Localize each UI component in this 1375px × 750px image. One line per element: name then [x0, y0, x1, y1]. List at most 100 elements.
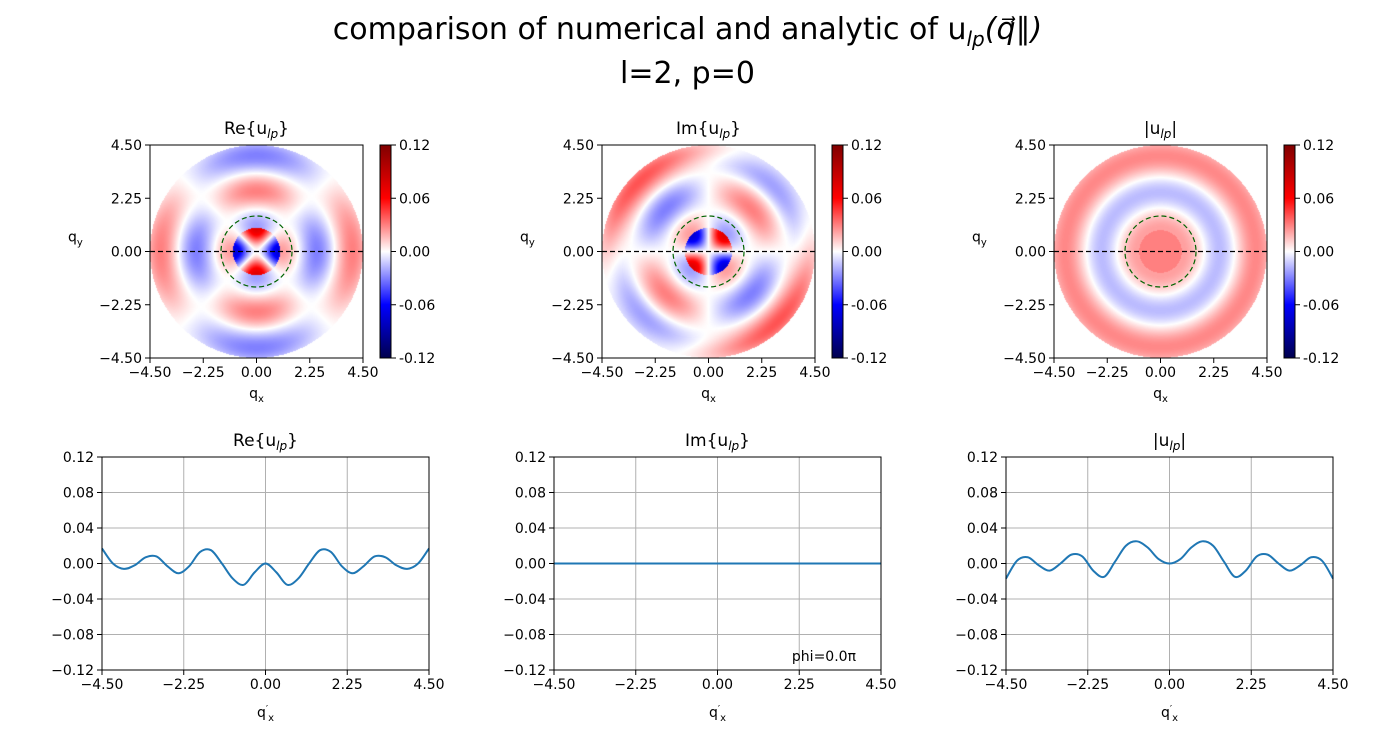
colorbar — [379, 144, 392, 359]
heatmap-panel-1: −4.50−4.50 −2.25 −2.25 0.00 0.00 2.25 2.25 4.50… — [68, 119, 435, 405]
y-tick-label: −0.04 — [955, 592, 998, 608]
colorbar-tick-label: 0.06 — [851, 191, 882, 207]
colorbar-tick-label: -0.06 — [399, 298, 435, 314]
x-tick-label: −2.25 — [1086, 365, 1129, 381]
x-tick-label: 0.00 — [702, 677, 733, 693]
x-tick-label: −4.50 — [1033, 365, 1076, 381]
y-tick-label: 0.12 — [63, 450, 94, 466]
x-axis-label: qx — [249, 386, 264, 405]
y-tick-label: −0.08 — [955, 628, 998, 644]
line-panel-2: −4.50 −2.25 0.00 2.25 4.50 −0.12 −0.08 −0.04 0.0… — [503, 431, 896, 724]
y-tick-label: 0.08 — [63, 486, 94, 502]
y-axis-label: qy — [520, 230, 535, 249]
y-tick-label: 0.04 — [967, 521, 998, 537]
x-tick-label: −4.50 — [129, 365, 172, 381]
colorbar — [1283, 144, 1296, 359]
colorbar-tick-label: -0.12 — [1303, 351, 1339, 367]
colorbar-tick-label: -0.12 — [851, 351, 887, 367]
x-tick-label: 0.00 — [693, 365, 724, 381]
y-tick-label: −2.25 — [1003, 298, 1046, 314]
heatmap-panel-3: −4.50−4.50 −2.25 −2.25 0.00 0.00 2.25 2.25 4.50… — [972, 119, 1339, 405]
x-tick-label: 4.50 — [865, 677, 896, 693]
figure-title-text: comparison of numerical and analytic of … — [332, 12, 967, 47]
dashed-circle — [672, 215, 745, 288]
y-axis-label: qy — [972, 230, 987, 249]
y-tick-label: 2.25 — [1015, 191, 1046, 207]
line-panel-3: −4.50 −2.25 0.00 2.25 4.50 −0.12 −0.08 −0.04 0.0… — [955, 431, 1348, 724]
phi-annotation: phi=0.0π — [792, 649, 857, 665]
line-title: Re{ulp} — [233, 431, 298, 453]
y-tick-label: −0.08 — [51, 628, 94, 644]
y-tick-label: 0.12 — [515, 450, 546, 466]
x-tick-label: 2.25 — [746, 365, 777, 381]
colorbar-tick-label: 0.06 — [1303, 191, 1334, 207]
y-tick-label: 2.25 — [563, 191, 594, 207]
x-tick-label: −2.25 — [162, 677, 205, 693]
colorbar-tick-label: 0.12 — [851, 138, 882, 154]
y-tick-label: −0.04 — [503, 592, 546, 608]
heatmap-title: |ulp| — [1144, 119, 1177, 141]
heatmap-title: Re{ulp} — [224, 119, 289, 141]
x-tick-label: 2.25 — [294, 365, 325, 381]
y-tick-label: −4.50 — [1003, 351, 1046, 367]
y-tick-label: 0.04 — [63, 521, 94, 537]
x-tick-label: 2.25 — [332, 677, 363, 693]
series-line — [101, 547, 430, 586]
line-title: Im{ulp} — [685, 431, 750, 453]
x-tick-label: −2.25 — [182, 365, 225, 381]
x-tick-label: 0.00 — [1145, 365, 1176, 381]
x-tick-label: 4.50 — [1317, 677, 1348, 693]
y-tick-label: 0.00 — [563, 245, 594, 261]
y-tick-label: −0.08 — [503, 628, 546, 644]
x-axis-label: q′x — [709, 704, 726, 724]
colorbar-tick-label: 0.00 — [851, 245, 882, 261]
heatmap-title: Im{ulp} — [676, 119, 741, 141]
y-tick-label: 0.00 — [1015, 245, 1046, 261]
colorbar-tick-label: -0.06 — [1303, 298, 1339, 314]
x-axis-label: qx — [701, 386, 716, 405]
figure-title-sub: lp — [966, 27, 985, 51]
heatmap-panel-2: −4.50−4.50 −2.25 −2.25 0.00 0.00 2.25 2.25 4.50… — [520, 119, 887, 405]
colorbar-tick-label: 0.12 — [399, 138, 430, 154]
line-title: |ulp| — [1153, 431, 1186, 453]
y-tick-label: −4.50 — [99, 351, 142, 367]
y-tick-label: 0.08 — [967, 486, 998, 502]
x-tick-label: −4.50 — [533, 677, 576, 693]
y-tick-label: 0.00 — [515, 557, 546, 573]
x-tick-label: 2.25 — [784, 677, 815, 693]
x-tick-label: 0.00 — [1154, 677, 1185, 693]
line-panel-1: −4.50 −2.25 0.00 2.25 4.50 −0.12 −0.08 −0.04 0.0… — [51, 431, 444, 724]
x-tick-label: −2.25 — [1066, 677, 1109, 693]
y-tick-label: −0.04 — [51, 592, 94, 608]
y-tick-label: −2.25 — [99, 298, 142, 314]
y-tick-label: −0.12 — [955, 663, 998, 679]
x-tick-label: 4.50 — [1251, 365, 1282, 381]
y-tick-label: 0.08 — [515, 486, 546, 502]
colorbar — [831, 144, 844, 359]
y-tick-label: −4.50 — [551, 351, 594, 367]
x-axis-label: q′x — [257, 704, 274, 724]
y-tick-label: −2.25 — [551, 298, 594, 314]
y-axis-label: qy — [68, 230, 83, 249]
x-tick-label: 4.50 — [413, 677, 444, 693]
figure-title-line1: comparison of numerical and analytic of … — [0, 12, 1375, 51]
y-tick-label: 4.50 — [111, 138, 142, 154]
x-tick-label: −4.50 — [81, 677, 124, 693]
colorbar-tick-label: -0.06 — [851, 298, 887, 314]
x-tick-label: 4.50 — [347, 365, 378, 381]
y-tick-label: 2.25 — [111, 191, 142, 207]
x-tick-label: 0.00 — [241, 365, 272, 381]
x-axis-label: qx — [1153, 386, 1168, 405]
y-tick-label: 0.12 — [967, 450, 998, 466]
dashed-circle — [220, 215, 293, 288]
colorbar-tick-label: 0.06 — [399, 191, 430, 207]
colorbar-tick-label: -0.12 — [399, 351, 435, 367]
y-tick-label: 0.04 — [515, 521, 546, 537]
colorbar-tick-label: 0.00 — [399, 245, 430, 261]
x-tick-label: 2.25 — [1198, 365, 1229, 381]
x-tick-label: −4.50 — [581, 365, 624, 381]
x-tick-label: −2.25 — [634, 365, 677, 381]
x-tick-label: 0.00 — [250, 677, 281, 693]
figure-title-vec: (q⃗∥) — [984, 12, 1043, 47]
x-tick-label: −4.50 — [985, 677, 1028, 693]
